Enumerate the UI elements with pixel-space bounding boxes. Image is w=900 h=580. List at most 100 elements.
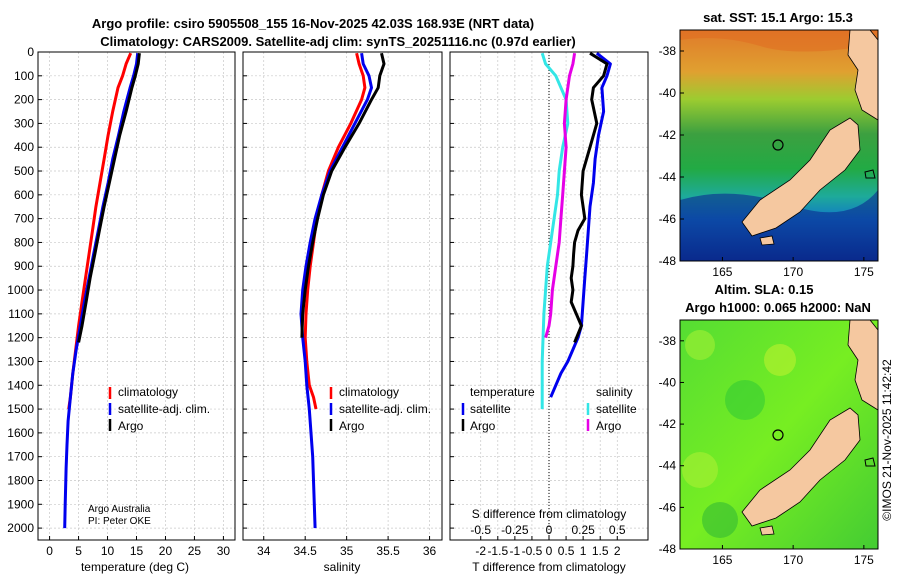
series-line-satellite-adj-clim- bbox=[299, 52, 373, 529]
salinity-xlabel: salinity bbox=[324, 560, 361, 574]
sst-stewart-island bbox=[759, 235, 775, 246]
x-tick-label: 0.5 bbox=[558, 544, 575, 558]
x-tick-label: 1.5 bbox=[592, 544, 609, 558]
sst-south-island bbox=[741, 117, 861, 237]
sst-north-island bbox=[847, 30, 878, 121]
x-tick-label: 10 bbox=[101, 544, 115, 558]
y-tick-label: 700 bbox=[14, 212, 34, 226]
x-tick-label: 35.5 bbox=[376, 544, 400, 558]
map-y-tick-label: -38 bbox=[659, 44, 677, 58]
sla-blob bbox=[702, 502, 738, 538]
sst-map-ticks: 165 170 175 -38 -40 -42 -44 -46 -48 bbox=[659, 44, 875, 279]
temperature-lines bbox=[63, 52, 141, 529]
y-tick-label: 1700 bbox=[7, 450, 34, 464]
legend-s-argo-label: Argo bbox=[596, 419, 622, 433]
s-tick-label: -0.5 bbox=[470, 523, 491, 537]
sla-argo-marker bbox=[772, 429, 784, 441]
legend-salinity-title: salinity bbox=[596, 385, 633, 399]
x-tick-label: -1.5 bbox=[487, 544, 508, 558]
y-tick-label: 1300 bbox=[7, 354, 34, 368]
temperature-xlabel: temperature (deg C) bbox=[81, 560, 189, 574]
sla-blob bbox=[685, 330, 715, 360]
x-tick-label: 2 bbox=[614, 544, 621, 558]
map-y-tick-label: -46 bbox=[659, 212, 677, 226]
x-tick-label: 34 bbox=[257, 544, 271, 558]
x-tick-label: 20 bbox=[159, 544, 173, 558]
y-tick-label: 1900 bbox=[7, 497, 34, 511]
salinity-ticks: 34 34.5 35 35.5 36 bbox=[243, 51, 437, 558]
y-tick-label: 1000 bbox=[7, 283, 34, 297]
y-tick-label: 600 bbox=[14, 188, 34, 202]
sla-map: Altim. SLA: 0.15 Argo h1000: 0.065 h2000… bbox=[659, 282, 879, 567]
map-y-tick-label: -44 bbox=[659, 459, 677, 473]
series-line-t-argo bbox=[569, 51, 609, 343]
salinity-panel: 34 34.5 35 35.5 36 salinity climatology sate… bbox=[242, 51, 443, 574]
map-x-tick-label: 170 bbox=[783, 265, 803, 279]
x-tick-label: -2 bbox=[475, 544, 486, 558]
x-tick-label: 35 bbox=[340, 544, 354, 558]
y-tick-label: 1500 bbox=[7, 402, 34, 416]
y-tick-label: 500 bbox=[14, 164, 34, 178]
temperature-panel: 0 5 10 15 20 25 300100200300400500600700800900… bbox=[7, 45, 236, 574]
y-tick-label: 1200 bbox=[7, 331, 34, 345]
s-tick-label: 0 bbox=[546, 523, 553, 537]
credit-line-2: PI: Peter OKE bbox=[88, 516, 151, 527]
legend-climatology-label: climatology bbox=[118, 385, 178, 399]
legend-satellite-label: satellite-adj. clim. bbox=[339, 402, 431, 416]
map-x-tick-label: 170 bbox=[783, 553, 803, 567]
map-y-tick-label: -42 bbox=[659, 417, 677, 431]
legend-t-satellite-label: satellite bbox=[470, 402, 511, 416]
difference-ticks: -2 -1.5 -1 -0.5 0 0.5 1 1.5 2 bbox=[450, 51, 621, 558]
legend-t-argo-label: Argo bbox=[470, 419, 496, 433]
sla-north-island bbox=[847, 320, 878, 411]
title-line-1: Argo profile: csiro 5905508_155 16-Nov-2… bbox=[92, 16, 534, 31]
s-tick-label: -0.25 bbox=[501, 523, 529, 537]
salinity-diff-ticks: -0.5 -0.25 0 0.25 0.5 bbox=[470, 523, 626, 537]
x-tick-label: 30 bbox=[217, 544, 231, 558]
y-tick-label: 200 bbox=[14, 93, 34, 107]
difference-legend: temperature satellite Argo salinity sate… bbox=[461, 385, 637, 433]
series-line-argo bbox=[77, 53, 141, 343]
salinity-lines bbox=[299, 52, 386, 529]
s-tick-label: 0.25 bbox=[571, 523, 595, 537]
sst-chatham-outline bbox=[864, 169, 876, 179]
sla-map-title-1: Altim. SLA: 0.15 bbox=[715, 282, 814, 297]
map-x-tick-label: 165 bbox=[712, 265, 732, 279]
copyright-label: ©IMOS 21-Nov-2025 11:42:42 bbox=[880, 359, 894, 521]
title-line-2: Climatology: CARS2009. Satellite-adj cli… bbox=[100, 34, 575, 49]
x-tick-label: -1 bbox=[510, 544, 521, 558]
map-y-tick-label: -48 bbox=[659, 542, 677, 556]
sla-map-ticks: 165 170 175 -38 -40 -42 -44 -46 -48 bbox=[659, 334, 875, 567]
series-line-s-satellite bbox=[540, 52, 570, 410]
salinity-grid bbox=[243, 51, 442, 540]
map-y-tick-label: -44 bbox=[659, 170, 677, 184]
x-tick-label: 34.5 bbox=[294, 544, 318, 558]
x-tick-label: 25 bbox=[188, 544, 202, 558]
y-tick-label: 800 bbox=[14, 235, 34, 249]
difference-lines bbox=[540, 51, 612, 410]
y-tick-label: 2000 bbox=[7, 521, 34, 535]
y-tick-label: 100 bbox=[14, 69, 34, 83]
sla-blob bbox=[725, 380, 765, 420]
x-tick-label: -0.5 bbox=[522, 544, 543, 558]
map-y-tick-label: -38 bbox=[659, 334, 677, 348]
y-tick-label: 900 bbox=[14, 259, 34, 273]
legend-s-satellite-label: satellite bbox=[596, 402, 637, 416]
series-line-s-argo bbox=[544, 52, 577, 339]
y-tick-label: 1800 bbox=[7, 473, 34, 487]
series-line-t-satellite bbox=[549, 52, 612, 398]
y-tick-label: 400 bbox=[14, 140, 34, 154]
x-tick-label: 15 bbox=[130, 544, 144, 558]
legend-satellite-label: satellite-adj. clim. bbox=[118, 402, 210, 416]
temperature-legend: climatology satellite-adj. clim. Argo bbox=[108, 385, 210, 433]
credit-line-1: Argo Australia bbox=[88, 504, 151, 515]
x-tick-label: 0 bbox=[546, 544, 553, 558]
sst-map-frame bbox=[679, 29, 879, 262]
map-y-tick-label: -46 bbox=[659, 500, 677, 514]
sla-south-island bbox=[741, 407, 861, 527]
map-x-tick-label: 175 bbox=[854, 265, 874, 279]
legend-temperature-title: temperature bbox=[470, 385, 535, 399]
x-tick-label: 0 bbox=[46, 544, 53, 558]
difference-top-label: S difference from climatology bbox=[472, 507, 627, 521]
